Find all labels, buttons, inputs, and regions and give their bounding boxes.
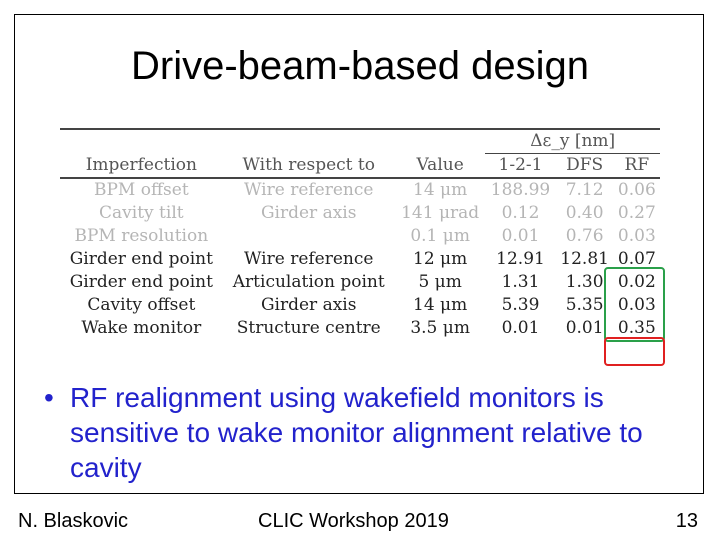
cell-imperfection: Girder end point xyxy=(69,249,213,269)
cell-value: 12 μm xyxy=(413,249,468,269)
cell-reference xyxy=(223,225,395,248)
cell-rf: 0.35 xyxy=(617,318,656,338)
cell-value: 14 μm xyxy=(413,295,468,315)
cell-v121: 1.31 xyxy=(501,272,540,292)
cell-rf: 0.06 xyxy=(617,180,656,200)
cell-dfs: 0.40 xyxy=(565,203,604,223)
cell-value: 141 μrad xyxy=(401,203,480,223)
cell-dfs: 1.30 xyxy=(565,272,604,292)
cell-rf: 0.27 xyxy=(617,203,656,223)
cell-imperfection: Wake monitor xyxy=(81,318,202,338)
cell-reference: Wire reference xyxy=(244,180,374,200)
cell-reference: Wire reference xyxy=(244,249,374,269)
cell-v121: 12.91 xyxy=(496,249,545,269)
cell-imperfection: BPM resolution xyxy=(74,226,209,246)
table-row: Wake monitor Structure centre 3.5 μm 0.01 0.… xyxy=(60,317,660,340)
header-spacer xyxy=(60,129,485,154)
results-table: Δε_y [nm] Imperfection With respect to V… xyxy=(60,128,660,340)
cell-rf: 0.03 xyxy=(617,295,656,315)
cell-v121: 0.12 xyxy=(501,203,540,223)
col-value: Value xyxy=(416,154,464,175)
cell-dfs: 7.12 xyxy=(565,180,604,200)
cell-v121: 5.39 xyxy=(501,295,540,315)
table-row: Cavity tilt Girder axis 141 μrad 0.12 0.40 0.… xyxy=(60,202,660,225)
cell-imperfection: Cavity offset xyxy=(87,295,196,315)
cell-imperfection: Cavity tilt xyxy=(99,203,184,223)
cell-imperfection: Girder end point xyxy=(69,272,213,292)
table-row: Girder end point Articulation point 5 μm 1.… xyxy=(60,271,660,294)
footer-page-number: 13 xyxy=(675,510,698,532)
cell-rf: 0.03 xyxy=(617,226,656,246)
group-header: Δε_y [nm] xyxy=(485,129,660,154)
table-row: Cavity offset Girder axis 14 μm 5.39 5.35 0.0… xyxy=(60,294,660,317)
col-imperfection: Imperfection xyxy=(85,154,197,175)
cell-dfs: 5.35 xyxy=(565,295,604,315)
cell-value: 5 μm xyxy=(418,272,462,292)
cell-value: 0.1 μm xyxy=(410,226,470,246)
col-rf: RF xyxy=(624,155,650,175)
bullet-marker: • xyxy=(44,382,54,413)
bullet-point: • RF realignment using wakefield monitor… xyxy=(44,380,694,485)
cell-rf: 0.02 xyxy=(617,272,656,292)
cell-imperfection: BPM offset xyxy=(93,180,189,200)
cell-v121: 188.99 xyxy=(490,180,551,200)
cell-dfs: 12.81 xyxy=(560,249,609,269)
green-highlight-box xyxy=(604,267,665,342)
slide-frame xyxy=(14,14,704,494)
cell-reference: Structure centre xyxy=(236,318,381,338)
cell-value: 3.5 μm xyxy=(410,318,470,338)
col-dfs: DFS xyxy=(566,155,604,175)
bullet-text: RF realignment using wakefield monitors … xyxy=(70,382,643,483)
cell-v121: 0.01 xyxy=(501,318,540,338)
cell-dfs: 0.01 xyxy=(565,318,604,338)
col-reference: With respect to xyxy=(242,154,375,175)
cell-v121: 0.01 xyxy=(501,226,540,246)
cell-rf: 0.07 xyxy=(617,249,656,269)
cell-reference: Girder axis xyxy=(260,295,357,315)
red-highlight-box xyxy=(604,337,665,366)
slide-title: Drive-beam-based design xyxy=(130,44,589,88)
footer-event: CLIC Workshop 2019 xyxy=(258,510,449,532)
cell-reference: Girder axis xyxy=(260,203,357,223)
table-row: BPM offset Wire reference 14 μm 188.99 7.12 0… xyxy=(60,178,660,202)
col-121: 1-2-1 xyxy=(498,155,543,175)
footer-author: N. Blaskovic xyxy=(18,510,129,532)
table-row: BPM resolution 0.1 μm 0.01 0.76 0.03 xyxy=(60,225,660,248)
cell-reference: Articulation point xyxy=(232,272,385,292)
cell-value: 14 μm xyxy=(413,180,468,200)
table-row: Girder end point Wire reference 12 μm 12.91… xyxy=(60,248,660,271)
cell-dfs: 0.76 xyxy=(565,226,604,246)
